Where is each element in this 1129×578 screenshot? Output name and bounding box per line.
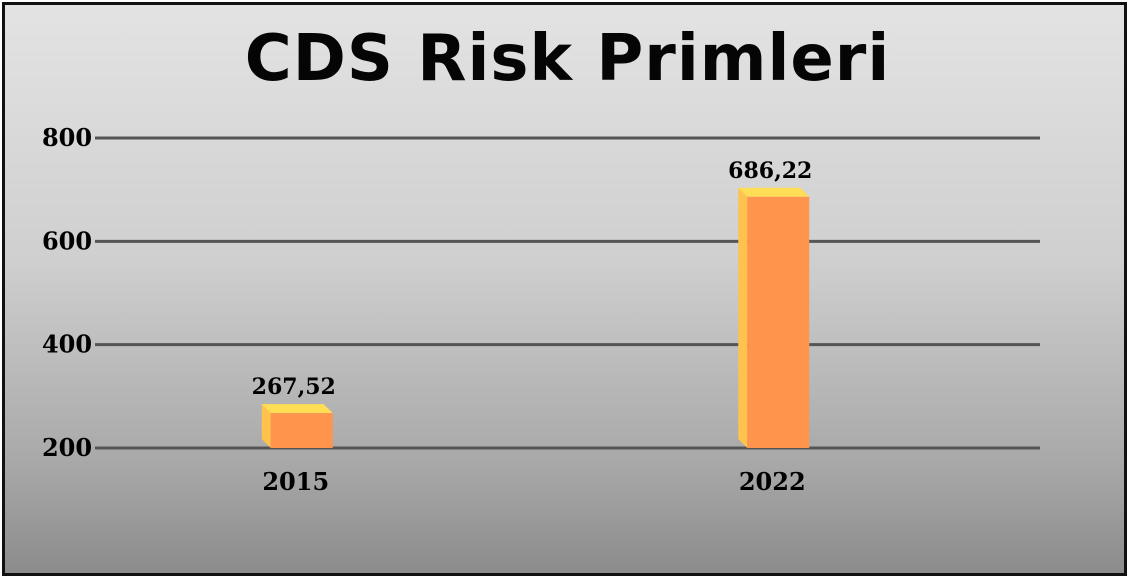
bar-side-2015 [261, 404, 271, 448]
y-tick-label-400: 400 [42, 330, 92, 359]
bar-top-2022 [738, 187, 810, 197]
bar-side-2022 [738, 187, 748, 449]
bar-top-2015 [261, 404, 333, 414]
y-tick-label-800: 800 [42, 123, 92, 152]
y-tick-label-200: 200 [42, 433, 92, 462]
bar-2022 [747, 196, 810, 448]
data-label-2022: 686,22 [728, 158, 812, 184]
chart-plot-area: 200 400 600 800 267,52 2015 686,22 2022 [42, 123, 1040, 496]
x-tick-label-2015: 2015 [262, 467, 329, 496]
x-tick-label-2022: 2022 [739, 467, 806, 496]
y-tick-label-600: 600 [42, 226, 92, 255]
data-label-2015: 267,52 [252, 374, 336, 400]
chart-title: CDS Risk Primleri [244, 22, 891, 96]
bar-2015 [270, 413, 333, 448]
